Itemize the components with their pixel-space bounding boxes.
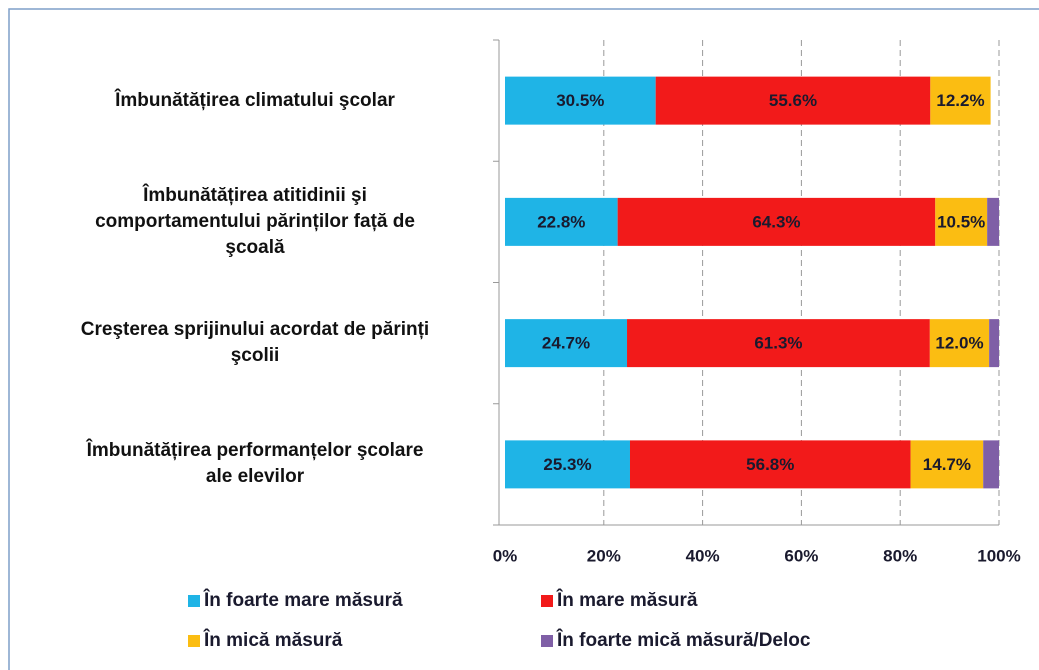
data-label: 14.7% xyxy=(923,455,971,474)
category-label: Îmbunătățirea atitidinii şi comportament… xyxy=(95,184,415,258)
bar-segment xyxy=(655,76,931,125)
legend-label: În mică măsură xyxy=(203,629,343,651)
bar-segment xyxy=(929,319,990,368)
legend-swatch xyxy=(541,635,553,647)
data-label: 61.3% xyxy=(754,334,802,353)
data-label: 12.0% xyxy=(935,334,983,353)
category-label: Îmbunătățirea climatului şcolar xyxy=(115,89,395,111)
data-label: 22.8% xyxy=(537,212,585,231)
data-label: 30.5% xyxy=(556,91,604,110)
category-label: Creşterea sprijinului acordat de părinți… xyxy=(80,319,430,367)
legend-label: În mare măsură xyxy=(556,589,698,611)
bar-segment xyxy=(930,76,991,125)
x-tick-label: 100% xyxy=(977,546,1020,565)
legend-label: În foarte mare măsură xyxy=(203,589,403,611)
data-label: 56.8% xyxy=(746,455,794,474)
legend-swatch xyxy=(541,595,553,607)
bar-segment xyxy=(987,197,999,246)
bar-segment xyxy=(910,440,984,489)
bar-segment xyxy=(627,319,930,368)
legend-swatch xyxy=(188,595,200,607)
bar-segment xyxy=(617,197,936,246)
x-tick-label: 0% xyxy=(493,546,518,565)
bar-segment xyxy=(505,76,656,125)
x-tick-label: 40% xyxy=(686,546,720,565)
bar-segment xyxy=(989,319,999,368)
data-label: 55.6% xyxy=(769,91,817,110)
data-label: 24.7% xyxy=(542,334,590,353)
data-label: 25.3% xyxy=(543,455,591,474)
x-tick-label: 20% xyxy=(587,546,621,565)
category-label: Îmbunătățirea performanțelor şcolare ale… xyxy=(86,440,424,488)
x-tick-label: 80% xyxy=(883,546,917,565)
bar-segment xyxy=(629,440,911,489)
bar-segment xyxy=(935,197,988,246)
bar-segment xyxy=(505,197,618,246)
legend-swatch xyxy=(188,635,200,647)
x-tick-label: 60% xyxy=(784,546,818,565)
frame xyxy=(8,8,1039,670)
data-label: 12.2% xyxy=(936,91,984,110)
data-label: 64.3% xyxy=(752,212,800,231)
bar-segment xyxy=(983,440,999,489)
bar-segment xyxy=(505,319,628,368)
bar-segment xyxy=(505,440,630,489)
data-label: 10.5% xyxy=(937,212,985,231)
legend-label: În foarte mică măsură/Deloc xyxy=(556,629,811,651)
